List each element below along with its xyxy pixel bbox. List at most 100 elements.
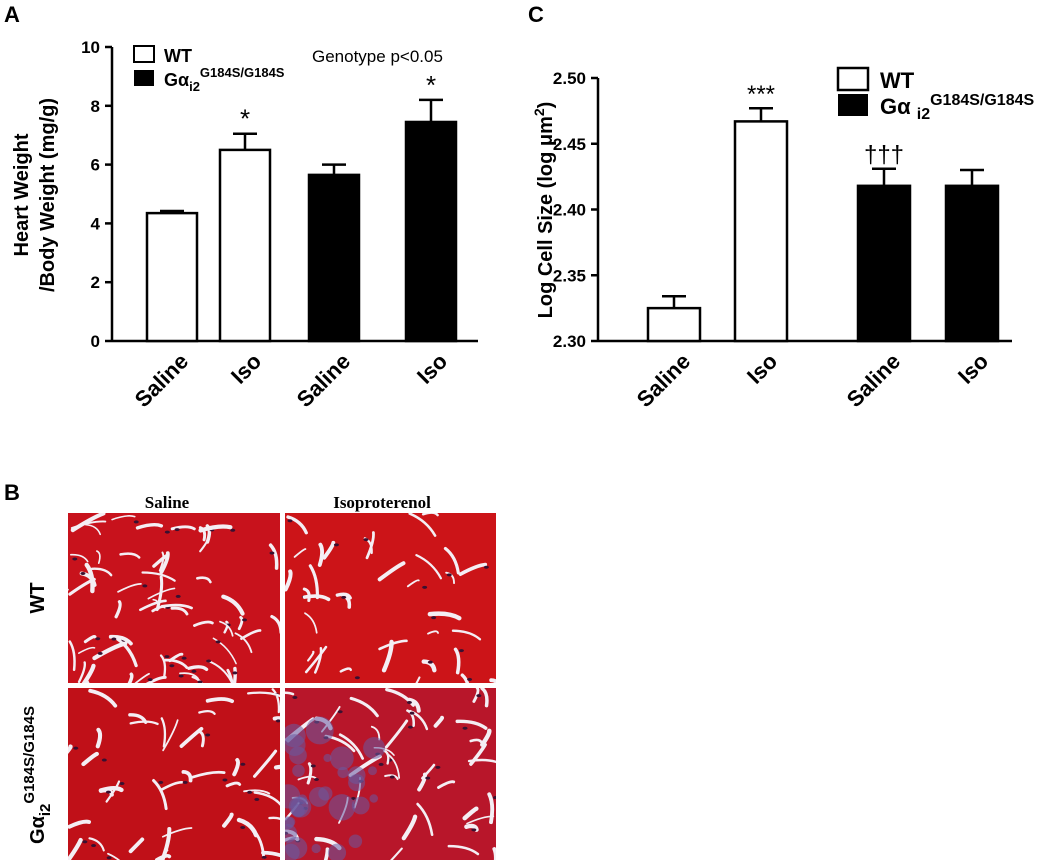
- row-label-sub: i2: [37, 804, 54, 817]
- cell-border: [198, 524, 233, 533]
- nucleus: [133, 520, 139, 524]
- y-label-end: ): [535, 102, 557, 109]
- cell-border: [406, 579, 420, 588]
- cell-border: [127, 672, 134, 683]
- fibrosis: [328, 794, 356, 821]
- y-label-text: Log Cell Size (log μm: [535, 116, 557, 318]
- nucleus: [97, 651, 103, 655]
- fibrosis: [305, 716, 334, 745]
- cell-border: [139, 599, 167, 612]
- cell-border: [84, 562, 95, 594]
- cell-border: [323, 847, 330, 860]
- nucleus: [169, 664, 175, 668]
- error-bar: [872, 167, 896, 186]
- cell-border: [162, 719, 179, 752]
- nucleus: [354, 676, 360, 680]
- nucleus: [178, 674, 184, 678]
- row-label: WT: [27, 582, 49, 613]
- y-tick-label: 10: [81, 38, 100, 57]
- cell-border: [487, 792, 495, 825]
- cell-border: [338, 733, 365, 760]
- y-tick-label: 2.35: [553, 266, 586, 285]
- fibrosis: [327, 843, 347, 860]
- cell-border: [464, 823, 479, 832]
- x-tick-label: Iso: [953, 349, 993, 389]
- cell-border: [271, 688, 280, 714]
- cell-border: [68, 640, 76, 671]
- nucleus: [240, 762, 246, 766]
- nucleus: [164, 655, 170, 659]
- cell-border: [107, 852, 121, 860]
- cell-border: [159, 654, 167, 678]
- cell-border: [70, 553, 89, 563]
- nucleus: [313, 778, 319, 782]
- cell-border: [462, 806, 479, 821]
- cell-border: [232, 666, 237, 683]
- bar: [646, 306, 702, 343]
- cell-border: [253, 749, 278, 778]
- nucleus: [82, 840, 88, 844]
- nucleus: [275, 719, 280, 723]
- cell-border: [387, 753, 401, 779]
- nucleus: [341, 595, 347, 599]
- legend-swatch: [838, 94, 868, 116]
- nucleus: [232, 671, 238, 675]
- cell-border: [219, 620, 234, 637]
- fibrosis: [347, 766, 366, 785]
- fibrosis: [285, 723, 306, 748]
- cell-border: [196, 576, 212, 584]
- cell-border: [160, 717, 167, 748]
- cell-border: [68, 819, 91, 829]
- y-tick-label: 2.40: [553, 201, 586, 220]
- cell-border: [304, 645, 328, 674]
- y-tick-label: 2.50: [553, 69, 586, 88]
- cell-border: [117, 583, 142, 593]
- fibrosis: [323, 753, 332, 763]
- y-axis-label: Log Cell Size (log μm2): [531, 102, 557, 319]
- nucleus: [471, 828, 477, 832]
- nucleus: [73, 746, 79, 750]
- legend-label: WT: [164, 46, 192, 66]
- significance-label: ***: [747, 81, 775, 108]
- cell-border: [205, 697, 235, 704]
- nucleus: [158, 780, 164, 784]
- nucleus: [181, 656, 187, 660]
- texture: [68, 688, 280, 860]
- cell-border: [408, 513, 437, 537]
- nucleus: [435, 765, 441, 769]
- nucleus: [458, 649, 464, 653]
- cell-border: [472, 688, 480, 703]
- cell-border: [88, 688, 118, 708]
- cell-border: [370, 725, 381, 741]
- legend-label: Gα i2G184S/G184S: [880, 92, 1034, 123]
- cell-border: [384, 719, 409, 749]
- x-tick-label: Saline: [292, 349, 356, 413]
- nucleus: [492, 796, 496, 800]
- nucleus: [269, 551, 275, 555]
- cell-border: [286, 515, 308, 535]
- y-label-sup: 2: [531, 108, 547, 116]
- cell-border: [170, 525, 196, 531]
- cell-border: [179, 672, 199, 680]
- nucleus: [406, 700, 412, 704]
- cell-border: [119, 552, 141, 559]
- cell-border: [114, 600, 122, 619]
- fibrosis: [311, 843, 321, 854]
- nucleus: [206, 659, 212, 663]
- cell-border: [199, 538, 209, 553]
- cell-border: [68, 744, 73, 755]
- cell-border: [407, 697, 421, 713]
- histology-image: [285, 688, 496, 860]
- fibrosis: [285, 816, 295, 830]
- cell-border: [187, 665, 209, 672]
- cell-border: [111, 515, 136, 521]
- cell-border: [480, 688, 489, 708]
- cell-border: [147, 587, 176, 600]
- cell-border: [437, 780, 456, 789]
- nucleus: [240, 825, 246, 829]
- cell-border: [181, 770, 193, 783]
- cell-border: [96, 550, 101, 564]
- panel-label: A: [4, 2, 20, 27]
